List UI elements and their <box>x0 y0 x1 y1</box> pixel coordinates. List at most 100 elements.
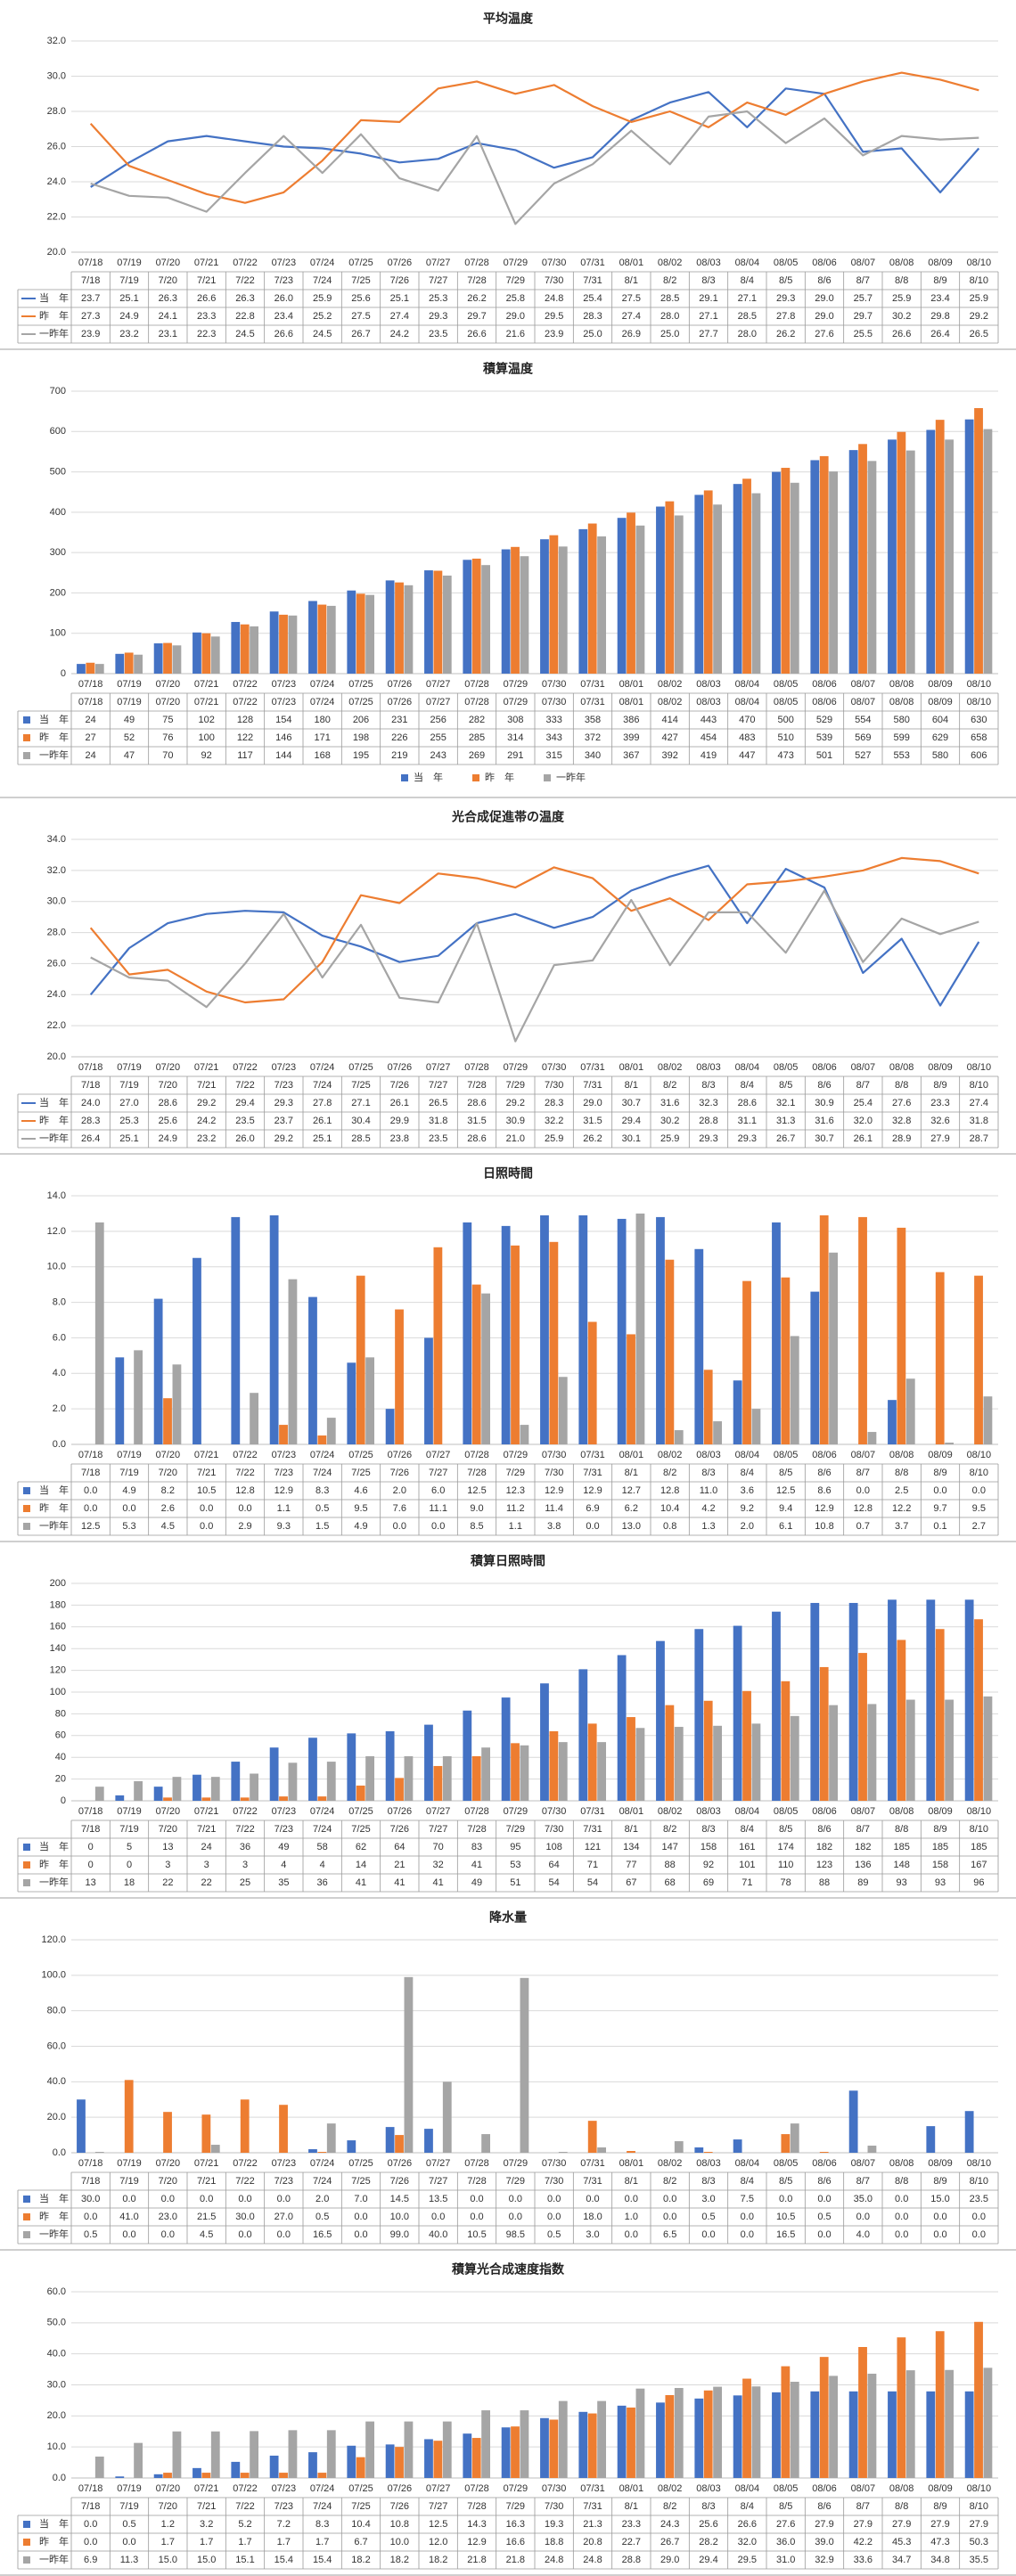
table-value-cell: 18.0 <box>583 2212 602 2222</box>
table-value-cell: 70 <box>433 1842 444 1852</box>
x-tick-label: 07/25 <box>348 1450 373 1460</box>
table-header-cell: 8/8 <box>895 2501 908 2512</box>
table-value-cell: 473 <box>777 750 793 761</box>
bar-series-1 <box>888 439 897 674</box>
bar-series-2 <box>819 2357 829 2478</box>
table-value-cell: 14.5 <box>390 2194 409 2204</box>
table-value-cell: 28.5 <box>351 1133 370 1144</box>
bar-series-1 <box>694 1248 704 1444</box>
table-value-cell: 219 <box>391 750 407 761</box>
x-tick-label: 08/01 <box>619 679 644 690</box>
y-tick-label: 180 <box>50 1599 66 1610</box>
table-value-cell: 26.6 <box>892 329 911 339</box>
table-value-cell: 29.3 <box>738 1133 757 1144</box>
x-tick-label: 07/19 <box>117 1806 142 1817</box>
chart-svg-1: 平均温度 20.0 22.0 24.0 26.0 28.0 30.0 32.0 07/18 07/… <box>17 12 999 344</box>
table-value-cell: 15.0 <box>197 2555 216 2565</box>
table-value-cell: 527 <box>855 750 871 761</box>
table-header-cell: 08/01 <box>619 697 644 707</box>
table-header-cell: 7/26 <box>390 2176 409 2187</box>
x-tick-label: 08/10 <box>967 2483 992 2494</box>
table-value-cell: 8.6 <box>817 1485 831 1496</box>
bar-series-1 <box>463 560 472 674</box>
table-value-cell: 158 <box>701 1842 717 1852</box>
table-value-cell: 21.6 <box>506 329 525 339</box>
table-value-cell: 231 <box>391 715 407 725</box>
table-value-cell: 30.1 <box>622 1133 641 1144</box>
bar-series-3 <box>134 1781 143 1801</box>
bar-series-2 <box>627 2407 635 2478</box>
table-header-cell: 07/27 <box>426 697 451 707</box>
table-header-cell: 8/10 <box>970 275 988 286</box>
bar-series-3 <box>635 1213 645 1444</box>
x-tick-label: 08/05 <box>774 2483 799 2494</box>
bar-series-3 <box>674 2387 684 2478</box>
bar-series-2 <box>703 2152 713 2153</box>
bar-series-2 <box>279 1425 288 1444</box>
y-tick-label: 160 <box>50 1622 66 1632</box>
table-header-cell: 07/31 <box>580 697 605 707</box>
bar-series-1 <box>617 2405 627 2478</box>
table-header-cell: 7/28 <box>467 1468 486 1478</box>
bar-series-2 <box>935 1272 945 1444</box>
bar-series-1 <box>848 2090 858 2153</box>
table-value-cell: 28.5 <box>660 293 679 304</box>
table-header-cell: 07/25 <box>348 697 373 707</box>
table-value-cell: 22 <box>201 1877 212 1888</box>
table-header-cell: 8/1 <box>625 2501 638 2512</box>
table-header-cell: 08/02 <box>658 697 683 707</box>
table-value-cell: 122 <box>237 732 253 743</box>
table-value-cell: 569 <box>855 732 871 743</box>
table-value-cell: 32.3 <box>699 1098 717 1108</box>
table-header-cell: 07/22 <box>233 697 258 707</box>
table-value-cell: 148 <box>893 1860 909 1870</box>
bar-series-2 <box>433 2441 443 2478</box>
bar-series-3 <box>210 1777 220 1801</box>
table-header-cell: 8/8 <box>895 1824 908 1835</box>
x-tick-label: 08/07 <box>851 2483 876 2494</box>
table-value-cell: 26.1 <box>313 1116 332 1126</box>
table-value-cell: 3 <box>242 1860 248 1870</box>
bar-series-3 <box>94 1222 104 1444</box>
y-tick-label: 10.0 <box>47 1262 66 1272</box>
table-value-cell: 0.5 <box>315 1503 329 1514</box>
bar-series-1 <box>810 1602 820 1801</box>
y-tick-label: 60.0 <box>47 2286 66 2297</box>
bar-series-1 <box>848 2391 858 2478</box>
table-value-cell: 21.3 <box>583 2519 602 2530</box>
table-value-cell: 2.0 <box>393 1485 406 1496</box>
bar-series-3 <box>520 1745 529 1801</box>
table-header-cell: 07/23 <box>272 697 297 707</box>
table-value-cell: 28.3 <box>583 311 602 322</box>
bar-series-1 <box>964 419 974 674</box>
table-value-cell: 123 <box>816 1860 832 1870</box>
table-value-cell: 501 <box>816 750 832 761</box>
bar-series-3 <box>790 482 799 674</box>
table-value-cell: 0.5 <box>701 2212 715 2222</box>
table-value-cell: 18 <box>124 1877 135 1888</box>
table-value-cell: 13.5 <box>429 2194 447 2204</box>
x-tick-label: 07/30 <box>542 2158 567 2169</box>
bar-series-2 <box>665 501 675 674</box>
bar-series-1 <box>463 2433 472 2478</box>
table-header-cell: 7/18 <box>81 275 100 286</box>
x-tick-label: 07/24 <box>310 2158 335 2169</box>
table-value-cell: 0.0 <box>895 2229 908 2240</box>
x-tick-label: 07/29 <box>504 2158 528 2169</box>
bar-series-1 <box>385 2444 395 2478</box>
bar-series-2 <box>627 1334 635 1444</box>
table-value-cell: 32.0 <box>738 2537 757 2547</box>
table-value-cell: 30.0 <box>235 2212 254 2222</box>
bar-series-3 <box>983 1696 993 1801</box>
table-value-cell: 0.0 <box>895 2212 908 2222</box>
table-header-cell: 7/22 <box>235 2176 254 2187</box>
x-tick-label: 08/09 <box>928 2158 953 2169</box>
table-value-cell: 24.8 <box>545 293 563 304</box>
y-tick-label: 80.0 <box>47 2006 66 2016</box>
x-tick-label: 08/03 <box>696 1062 721 1073</box>
table-value-cell: 27.4 <box>970 1098 988 1108</box>
table-value-cell: 23.5 <box>235 1116 254 1126</box>
table-value-cell: 29.2 <box>970 311 988 322</box>
table-header-cell: 7/28 <box>467 1080 486 1091</box>
bar-series-1 <box>501 1225 511 1444</box>
